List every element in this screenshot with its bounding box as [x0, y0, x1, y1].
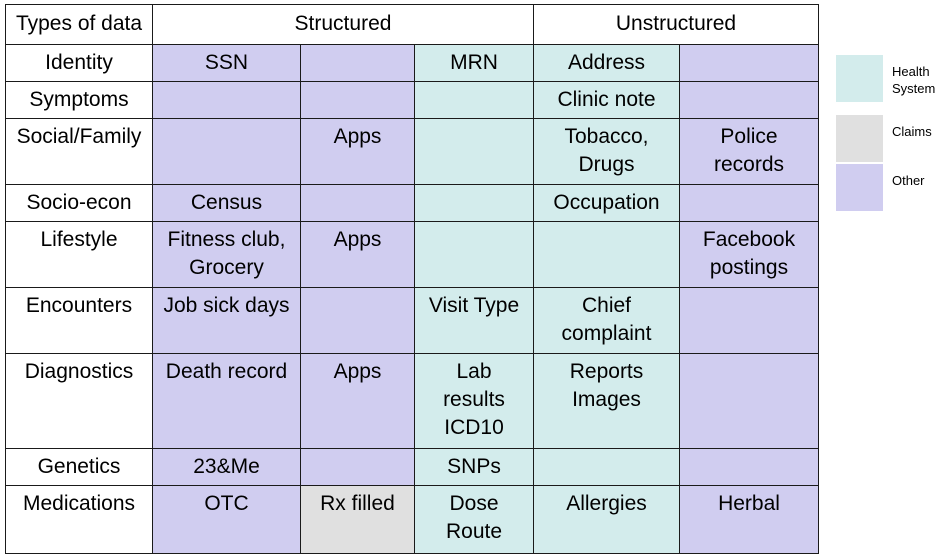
table-cell: Address [533, 44, 680, 82]
table-row: Social/Family Apps Tobacco, Drugs Police re… [5, 118, 819, 185]
table-cell [679, 448, 819, 486]
row-label: Socio-econ [5, 184, 153, 222]
table-cell [679, 44, 819, 82]
table-cell: Visit Type [414, 287, 534, 354]
legend-swatch [836, 115, 883, 162]
table-cell: Clinic note [533, 81, 680, 119]
table-row: Lifestyle Fitness club, Grocery Apps Facebo… [5, 221, 819, 288]
table-cell [679, 81, 819, 119]
table-cell: Dose Route [414, 485, 534, 554]
data-types-table: Types of data Structured Unstructured Id… [5, 4, 819, 554]
table-cell: Census [152, 184, 301, 222]
table-cell [414, 184, 534, 222]
row-label: Diagnostics [5, 353, 153, 449]
legend-label: Claims [892, 124, 932, 139]
row-label: Encounters [5, 287, 153, 354]
legend-swatch [836, 164, 883, 211]
header-row: Types of data Structured Unstructured [5, 4, 819, 45]
table-cell: Allergies [533, 485, 680, 554]
table-cell: Apps [300, 118, 415, 185]
table-cell [414, 118, 534, 185]
table-cell: MRN [414, 44, 534, 82]
legend-swatch [836, 55, 883, 102]
legend-item: Claims [836, 115, 941, 165]
table-cell: Rx filled [300, 485, 415, 554]
table-cell: SNPs [414, 448, 534, 486]
table-cell: Lab results ICD10 [414, 353, 534, 449]
table-cell: Herbal [679, 485, 819, 554]
table-cell [533, 448, 680, 486]
table-row: Diagnostics Death record Apps Lab results I… [5, 353, 819, 449]
table-cell [300, 81, 415, 119]
table-cell [152, 81, 301, 119]
table-cell [300, 184, 415, 222]
table-row: Genetics 23&Me SNPs [5, 448, 819, 486]
table-row: Symptoms Clinic note [5, 81, 819, 119]
table-cell: Apps [300, 221, 415, 288]
row-label: Identity [5, 44, 153, 82]
header-types-of-data: Types of data [5, 4, 153, 45]
table-cell [414, 221, 534, 288]
table-cell: Occupation [533, 184, 680, 222]
table-cell [679, 287, 819, 354]
table-row: Medications OTC Rx filled Dose Route Allergi… [5, 485, 819, 554]
table-cell [300, 44, 415, 82]
table-cell: Facebook postings [679, 221, 819, 288]
table-cell [300, 448, 415, 486]
row-label: Genetics [5, 448, 153, 486]
legend-item: Other [836, 164, 941, 214]
table-cell: Tobacco, Drugs [533, 118, 680, 185]
row-label: Social/Family [5, 118, 153, 185]
legend-label: Health System [892, 64, 936, 96]
row-label: Medications [5, 485, 153, 554]
table-cell: Apps [300, 353, 415, 449]
table-cell: OTC [152, 485, 301, 554]
table-cell [679, 353, 819, 449]
row-label: Symptoms [5, 81, 153, 119]
table-cell: Police records [679, 118, 819, 185]
table-cell [300, 287, 415, 354]
legend-item: Health System [836, 55, 941, 105]
table-row: Encounters Job sick days Visit Type Chief c… [5, 287, 819, 354]
legend-label: Other [892, 173, 925, 188]
row-label: Lifestyle [5, 221, 153, 288]
table-row: Socio-econ Census Occupation [5, 184, 819, 222]
table-cell: Reports Images [533, 353, 680, 449]
header-structured: Structured [152, 4, 534, 45]
table-cell: Chief complaint [533, 287, 680, 354]
header-unstructured: Unstructured [533, 4, 819, 45]
table-cell: Fitness club, Grocery [152, 221, 301, 288]
table-row: Identity SSN MRN Address [5, 44, 819, 82]
table-cell: SSN [152, 44, 301, 82]
table-cell: Job sick days [152, 287, 301, 354]
table-cell [414, 81, 534, 119]
table-cell: Death record [152, 353, 301, 449]
table-cell: 23&Me [152, 448, 301, 486]
table-cell [533, 221, 680, 288]
table-cell [679, 184, 819, 222]
table-cell [152, 118, 301, 185]
